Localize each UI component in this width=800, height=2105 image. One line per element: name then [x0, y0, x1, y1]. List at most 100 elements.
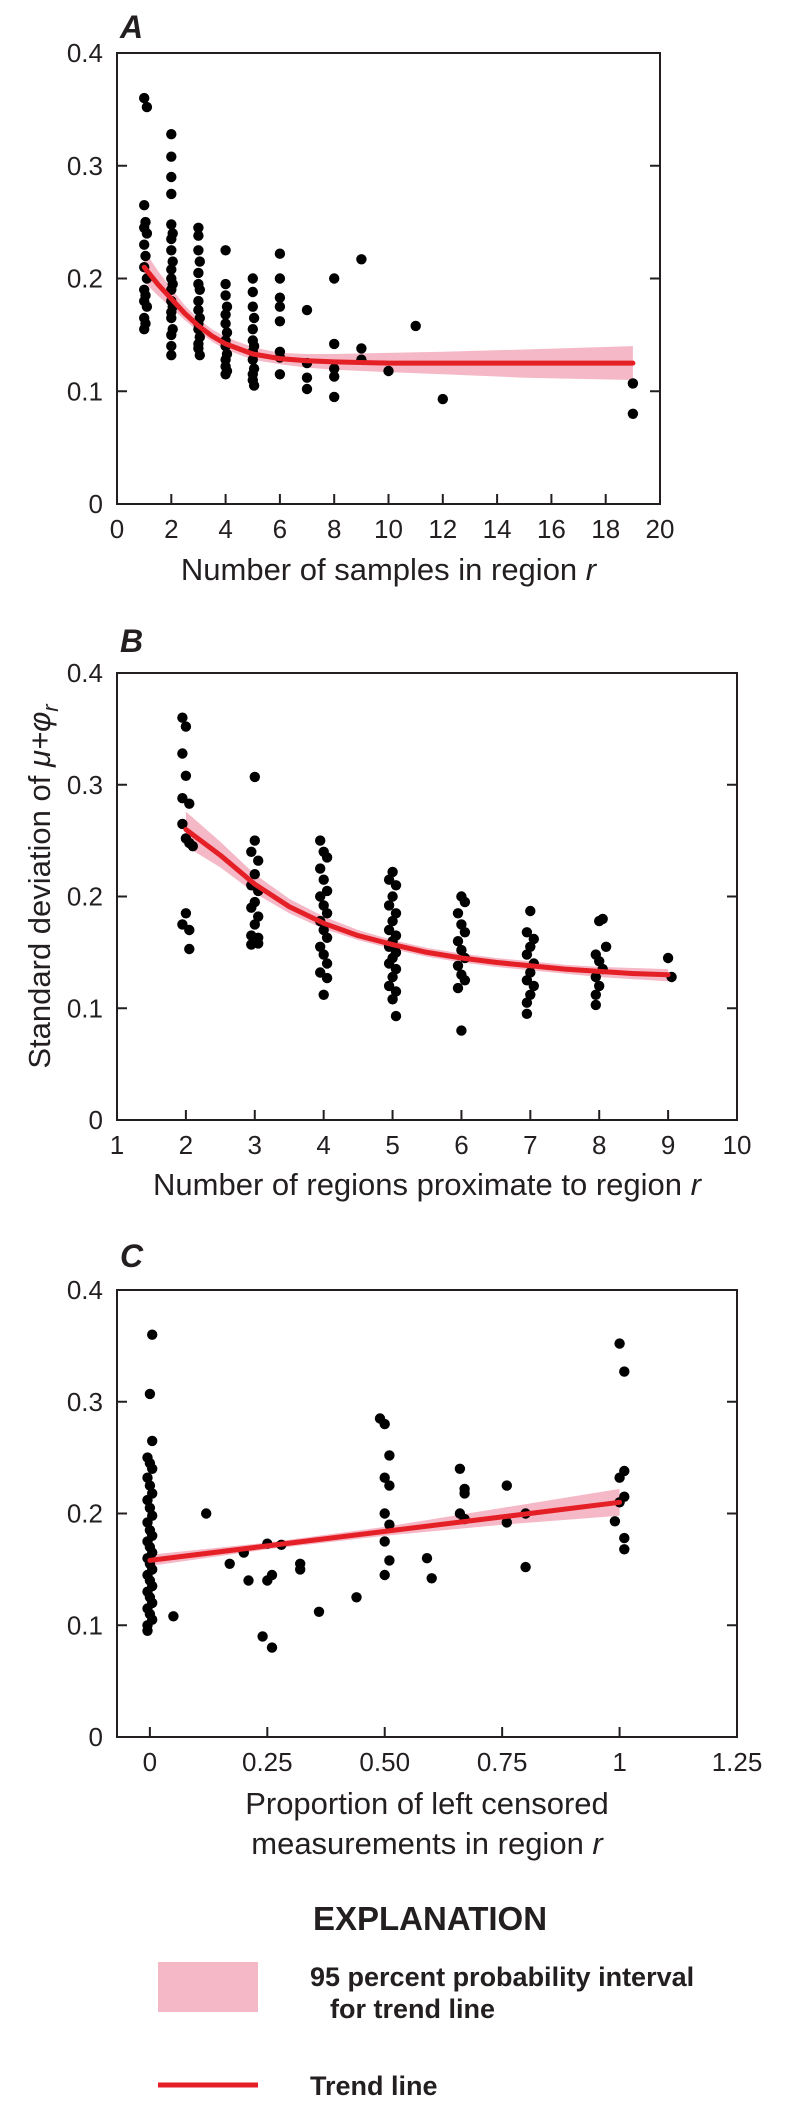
data-point	[614, 1472, 625, 1483]
data-point	[141, 228, 153, 239]
data-point	[390, 963, 402, 975]
data-point	[180, 721, 192, 732]
y-tick-label: 0	[89, 489, 103, 519]
data-point	[177, 748, 188, 759]
data-point	[274, 273, 286, 284]
x-tick-label: 16	[537, 514, 566, 544]
data-point	[379, 1536, 390, 1547]
data-point	[384, 1555, 395, 1566]
data-point	[220, 369, 231, 380]
x-tick-label: 10	[374, 514, 403, 544]
data-point	[193, 245, 204, 256]
data-point	[454, 1463, 466, 1475]
data-point	[139, 200, 150, 211]
data-point	[243, 1575, 254, 1586]
data-point	[266, 1642, 278, 1653]
data-point	[139, 92, 150, 104]
x-tick-label: 4	[316, 1130, 330, 1160]
panel-letter: A	[119, 9, 143, 45]
data-point	[184, 798, 195, 809]
x-tick-label: 0.75	[477, 1747, 528, 1777]
trend-line	[183, 827, 671, 978]
data-point	[246, 846, 257, 857]
data-point	[140, 250, 151, 262]
data-point	[194, 256, 205, 267]
data-point	[387, 994, 398, 1005]
data-point	[329, 391, 340, 403]
legend-band-label-line1: 95 percent probability interval	[310, 1962, 694, 1992]
data-point	[249, 835, 260, 846]
data-point	[166, 219, 177, 230]
data-point	[456, 919, 467, 930]
data-point	[166, 233, 177, 245]
data-point	[166, 188, 177, 200]
data-point	[410, 320, 421, 332]
data-point	[321, 885, 333, 897]
data-point	[141, 301, 153, 312]
data-point	[384, 1519, 395, 1530]
data-point	[144, 1388, 156, 1400]
data-point	[315, 941, 326, 952]
data-point	[525, 905, 536, 917]
data-point	[249, 869, 260, 880]
data-point	[452, 936, 464, 947]
x-tick-label: 4	[218, 514, 232, 544]
data-point	[459, 975, 471, 986]
data-point	[224, 1558, 235, 1570]
data-point	[247, 354, 258, 365]
data-point	[356, 254, 367, 265]
data-point	[274, 301, 286, 312]
data-point	[321, 908, 333, 919]
data-point	[295, 1558, 306, 1570]
data-point	[321, 972, 333, 984]
data-point	[166, 340, 177, 352]
data-point	[528, 980, 539, 992]
plot-frame	[116, 52, 661, 505]
data-point	[383, 958, 395, 969]
y-tick-label: 0	[89, 1722, 103, 1752]
data-point	[274, 248, 286, 259]
x-tick-label: 6	[273, 514, 287, 544]
data-point	[329, 363, 340, 374]
data-point	[266, 1569, 278, 1581]
y-tick-label: 0.4	[67, 658, 103, 688]
data-point	[166, 151, 177, 162]
data-point	[220, 309, 231, 320]
plot-frame	[116, 672, 738, 1121]
data-point	[168, 1611, 179, 1622]
data-point	[167, 256, 178, 267]
data-point	[193, 304, 204, 316]
data-point	[387, 915, 398, 927]
data-point	[142, 1494, 153, 1506]
data-point	[249, 771, 260, 783]
data-point	[301, 372, 313, 383]
data-point	[248, 380, 260, 391]
y-axis-label-subscript: r	[38, 703, 63, 712]
data-point	[147, 1435, 158, 1447]
data-point	[142, 1517, 153, 1528]
data-point	[329, 273, 340, 284]
data-point	[142, 1472, 153, 1483]
data-point	[221, 301, 233, 312]
data-point	[318, 874, 329, 885]
data-point	[318, 924, 329, 936]
data-point	[193, 267, 204, 279]
data-point	[452, 960, 464, 971]
data-point	[501, 1517, 512, 1528]
data-point	[274, 292, 286, 303]
data-point	[521, 997, 533, 1008]
data-point	[590, 999, 601, 1011]
data-point	[521, 975, 533, 986]
data-point	[166, 329, 177, 341]
data-point	[247, 301, 258, 312]
data-point	[246, 939, 257, 950]
data-point	[619, 1544, 630, 1555]
data-point	[452, 908, 464, 919]
data-point	[180, 908, 192, 919]
x-axis-label-text: Number of regions proximate to region	[153, 1167, 691, 1202]
data-point	[390, 908, 402, 919]
data-point	[390, 986, 402, 997]
data-point	[166, 129, 177, 140]
y-tick-label: 0.1	[67, 993, 103, 1023]
data-point	[383, 980, 395, 992]
